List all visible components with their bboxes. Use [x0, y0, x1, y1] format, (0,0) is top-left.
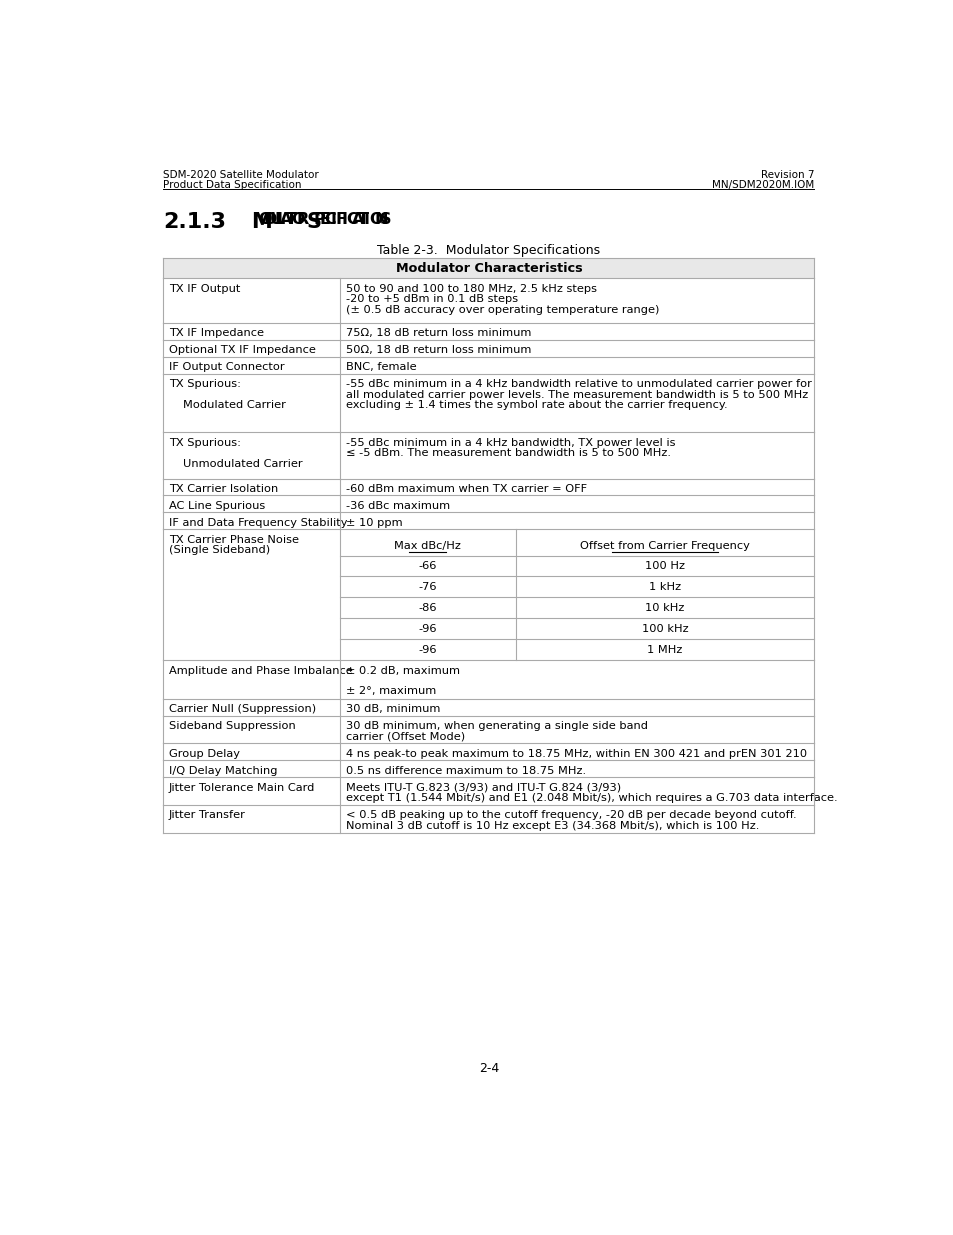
Text: Jitter Transfer: Jitter Transfer [169, 810, 246, 820]
Text: Modulator Characteristics: Modulator Characteristics [395, 262, 581, 275]
Text: -20 to +5 dBm in 0.1 dB steps: -20 to +5 dBm in 0.1 dB steps [345, 294, 517, 304]
Text: SDM-2020 Satellite Modulator: SDM-2020 Satellite Modulator [163, 169, 319, 180]
Text: < 0.5 dB peaking up to the cutoff frequency, -20 dB per decade beyond cutoff.: < 0.5 dB peaking up to the cutoff freque… [345, 810, 796, 820]
Text: IF Output Connector: IF Output Connector [169, 362, 284, 372]
Text: -96: -96 [418, 624, 436, 634]
Text: AC Line Spurious: AC Line Spurious [169, 501, 265, 511]
Text: Nominal 3 dB cutoff is 10 Hz except E3 (34.368 Mbit/s), which is 100 Hz.: Nominal 3 dB cutoff is 10 Hz except E3 (… [345, 821, 759, 831]
Text: -36 dBc maximum: -36 dBc maximum [345, 501, 449, 511]
Text: Optional TX IF Impedance: Optional TX IF Impedance [169, 346, 315, 356]
Text: Amplitude and Phase Imbalance: Amplitude and Phase Imbalance [169, 666, 353, 676]
Text: 4 ns peak-to peak maximum to 18.75 MHz, within EN 300 421 and prEN 301 210: 4 ns peak-to peak maximum to 18.75 MHz, … [345, 748, 806, 758]
Text: ± 10 ppm: ± 10 ppm [345, 517, 402, 527]
Text: I/Q Delay Matching: I/Q Delay Matching [169, 766, 277, 776]
Text: Sideband Suppression: Sideband Suppression [169, 721, 295, 731]
Text: U: U [269, 212, 282, 227]
Text: 75Ω, 18 dB return loss minimum: 75Ω, 18 dB return loss minimum [345, 329, 531, 338]
Text: T: T [286, 212, 296, 227]
Text: Carrier Null (Suppression): Carrier Null (Suppression) [169, 704, 315, 714]
Text: Unmodulated Carrier: Unmodulated Carrier [183, 458, 302, 468]
Text: carrier (Offset Mode): carrier (Offset Mode) [345, 731, 464, 741]
Text: C: C [324, 212, 336, 227]
Text: 1 MHz: 1 MHz [647, 645, 682, 655]
Text: Product Data Specification: Product Data Specification [163, 180, 301, 190]
Text: O: O [369, 212, 382, 227]
Text: BNC, female: BNC, female [345, 362, 416, 372]
Text: N: N [374, 212, 387, 227]
Text: ± 0.2 dB, maximum: ± 0.2 dB, maximum [345, 666, 459, 676]
Text: L: L [274, 212, 285, 227]
Text: Group Delay: Group Delay [169, 748, 239, 758]
Text: (Single Sideband): (Single Sideband) [169, 545, 270, 556]
Text: Offset from Carrier Frequency: Offset from Carrier Frequency [579, 541, 749, 551]
Text: A: A [352, 212, 364, 227]
Text: F: F [335, 212, 346, 227]
Text: 30 dB minimum, when generating a single side band: 30 dB minimum, when generating a single … [345, 721, 647, 731]
Text: IF and Data Frequency Stability: IF and Data Frequency Stability [169, 517, 347, 527]
Text: -60 dBm maximum when TX carrier = OFF: -60 dBm maximum when TX carrier = OFF [345, 484, 586, 494]
Text: O: O [258, 212, 272, 227]
Text: C: C [346, 212, 358, 227]
Text: except T1 (1.544 Mbit/s) and E1 (2.048 Mbit/s), which requires a G.703 data inte: except T1 (1.544 Mbit/s) and E1 (2.048 M… [345, 793, 837, 803]
Text: 50Ω, 18 dB return loss minimum: 50Ω, 18 dB return loss minimum [345, 346, 531, 356]
Text: TX Carrier Isolation: TX Carrier Isolation [169, 484, 278, 494]
Text: 50 to 90 and 100 to 180 MHz, 2.5 kHz steps: 50 to 90 and 100 to 180 MHz, 2.5 kHz ste… [345, 284, 596, 294]
Bar [163, 258, 814, 278]
Text: -66: -66 [418, 561, 436, 571]
Text: Table 2-3.  Modulator Specifications: Table 2-3. Modulator Specifications [377, 245, 599, 257]
Text: O: O [291, 212, 305, 227]
Text: 100 kHz: 100 kHz [641, 624, 688, 634]
Text: Max dBc/Hz: Max dBc/Hz [394, 541, 461, 551]
Text: (± 0.5 dB accuracy over operating temperature range): (± 0.5 dB accuracy over operating temper… [345, 305, 659, 315]
Text: P: P [314, 212, 325, 227]
Text: R: R [296, 212, 309, 227]
Text: S: S [306, 212, 321, 232]
Text: MN/SDM2020M.IOM: MN/SDM2020M.IOM [712, 180, 814, 190]
Text: I: I [330, 212, 335, 227]
Text: 0.5 ns difference maximum to 18.75 MHz.: 0.5 ns difference maximum to 18.75 MHz. [345, 766, 585, 776]
Text: Jitter Tolerance Main Card: Jitter Tolerance Main Card [169, 783, 314, 793]
Text: 1 kHz: 1 kHz [648, 582, 680, 592]
Text: T: T [357, 212, 368, 227]
Text: E: E [318, 212, 330, 227]
Text: TX Spurious:: TX Spurious: [169, 437, 240, 448]
Text: all modulated carrier power levels. The measurement bandwidth is 5 to 500 MHz: all modulated carrier power levels. The … [345, 389, 807, 400]
Text: -76: -76 [418, 582, 436, 592]
Text: Revision 7: Revision 7 [760, 169, 814, 180]
Text: 2.1.3: 2.1.3 [163, 212, 226, 232]
Text: ≤ -5 dBm. The measurement bandwidth is 5 to 500 MHz.: ≤ -5 dBm. The measurement bandwidth is 5… [345, 448, 670, 458]
Text: I: I [363, 212, 369, 227]
Text: I: I [341, 212, 347, 227]
Text: -86: -86 [418, 603, 436, 613]
Text: -55 dBc minimum in a 4 kHz bandwidth relative to unmodulated carrier power for: -55 dBc minimum in a 4 kHz bandwidth rel… [345, 379, 811, 389]
Text: 2-4: 2-4 [478, 1062, 498, 1074]
Text: M: M [251, 212, 272, 232]
Text: 10 kHz: 10 kHz [644, 603, 684, 613]
Text: TX Spurious:: TX Spurious: [169, 379, 240, 389]
Text: Meets ITU-T G.823 (3/93) and ITU-T G.824 (3/93): Meets ITU-T G.823 (3/93) and ITU-T G.824… [345, 783, 620, 793]
Text: -55 dBc minimum in a 4 kHz bandwidth, TX power level is: -55 dBc minimum in a 4 kHz bandwidth, TX… [345, 437, 675, 448]
Text: ± 2°, maximum: ± 2°, maximum [345, 687, 436, 697]
Text: 30 dB, minimum: 30 dB, minimum [345, 704, 439, 714]
Text: excluding ± 1.4 times the symbol rate about the carrier frequency.: excluding ± 1.4 times the symbol rate ab… [345, 400, 726, 410]
Text: TX IF Impedance: TX IF Impedance [169, 329, 264, 338]
Text: D: D [263, 212, 276, 227]
Text: Modulated Carrier: Modulated Carrier [183, 400, 285, 410]
Text: A: A [280, 212, 293, 227]
Text: TX Carrier Phase Noise: TX Carrier Phase Noise [169, 535, 298, 545]
Text: 100 Hz: 100 Hz [644, 561, 684, 571]
Text: TX IF Output: TX IF Output [169, 284, 240, 294]
Text: -96: -96 [418, 645, 436, 655]
Text: S: S [379, 212, 391, 227]
